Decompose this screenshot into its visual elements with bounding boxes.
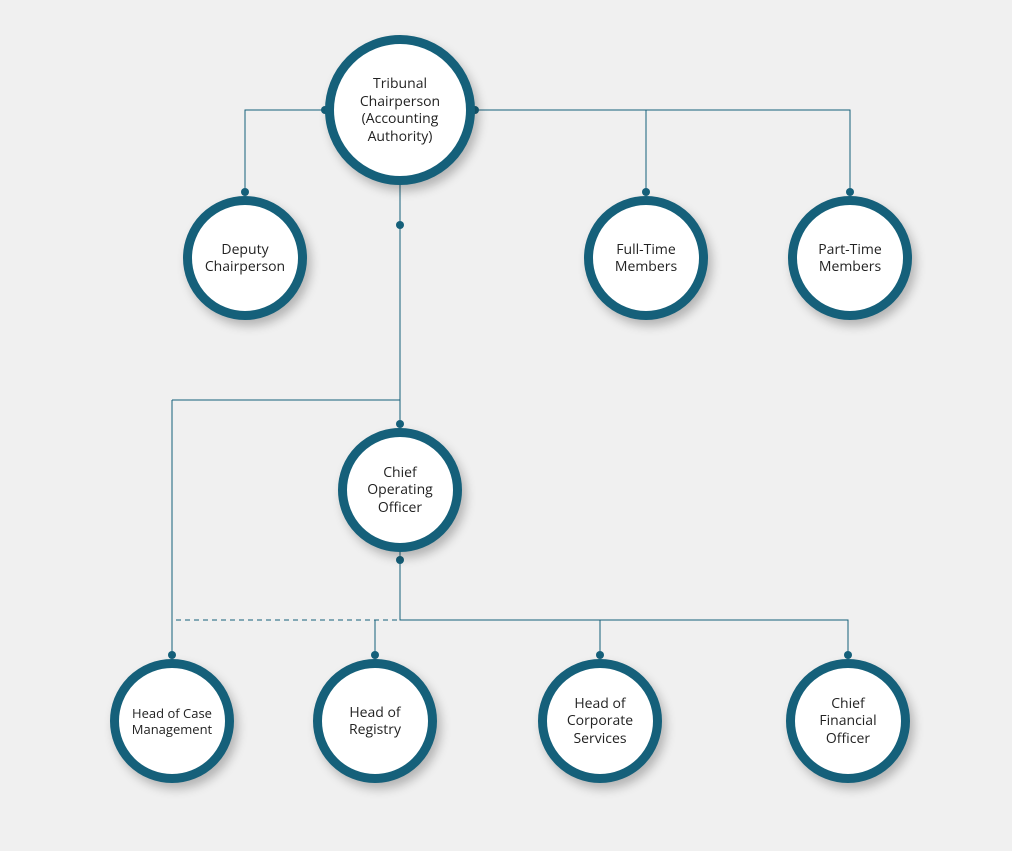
node-coo: Chief Operating Officer [338,428,462,552]
node-label-parttime: Part-Time Members [797,241,903,276]
node-corpserv: Head of Corporate Services [538,659,662,783]
connector [400,552,848,655]
node-label-deputy: Deputy Chairperson [192,241,298,276]
connector-dot [396,221,404,229]
node-deputy: Deputy Chairperson [183,196,307,320]
connector-dot [844,651,852,659]
node-parttime: Part-Time Members [788,196,912,320]
node-label-cfo: Chief Financial Officer [795,695,901,748]
node-cfo: Chief Financial Officer [786,659,910,783]
node-chairperson: Tribunal Chairperson (Accounting Authori… [325,35,475,185]
connector-dot [168,651,176,659]
org-chart-canvas: Tribunal Chairperson (Accounting Authori… [0,0,1012,851]
connector-dot [642,188,650,196]
node-fulltime: Full-Time Members [584,196,708,320]
connector [245,110,325,192]
node-casemgmt: Head of Case Management [110,659,234,783]
node-label-registry: Head of Registry [322,704,428,739]
node-registry: Head of Registry [313,659,437,783]
node-label-chairperson: Tribunal Chairperson (Accounting Authori… [334,75,466,145]
connector-dot [846,188,854,196]
connector-dot [371,651,379,659]
node-label-casemgmt: Head of Case Management [119,705,225,738]
connector-dot [396,420,404,428]
connector-dot [396,556,404,564]
connector-dot [596,651,604,659]
connector [475,110,850,192]
connector-dot [241,188,249,196]
node-label-corpserv: Head of Corporate Services [547,695,653,748]
node-label-fulltime: Full-Time Members [593,241,699,276]
node-label-coo: Chief Operating Officer [347,464,453,517]
